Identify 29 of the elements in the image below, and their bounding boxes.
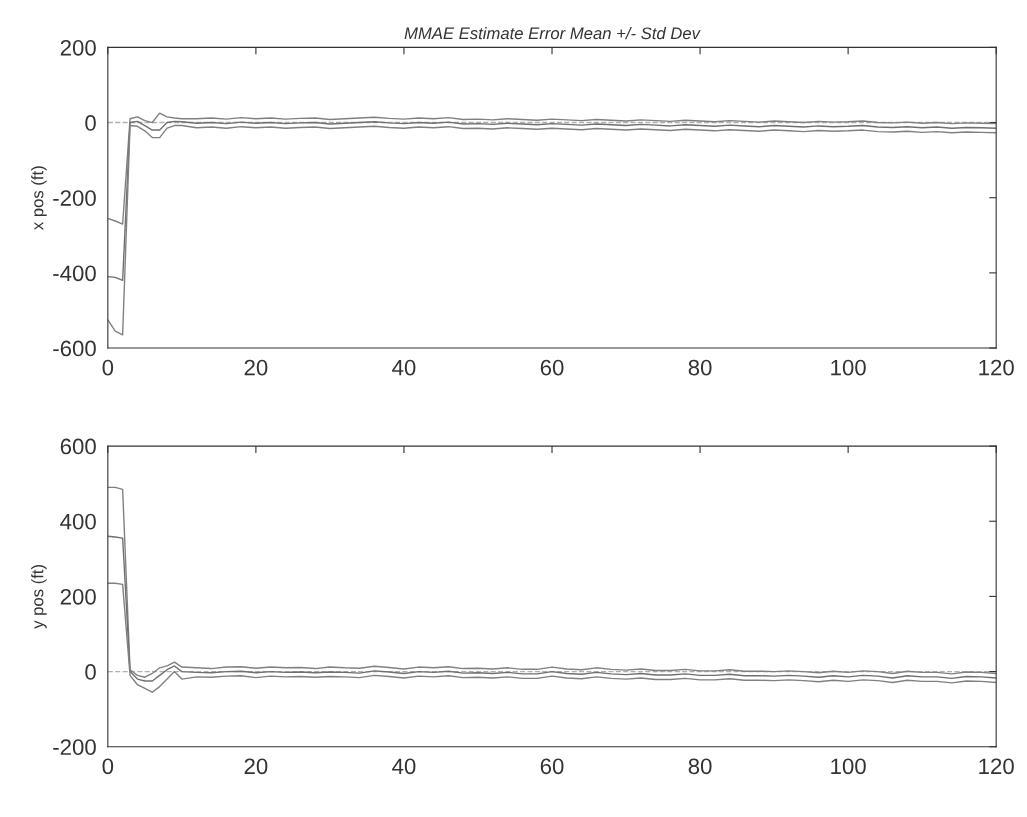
y-tick-label: 200 bbox=[60, 588, 96, 605]
y-tick-label: -200 bbox=[53, 739, 96, 756]
x-tick-label: 20 bbox=[244, 359, 268, 376]
x-tick-label: 80 bbox=[688, 758, 712, 775]
y-tick-label: 200 bbox=[60, 39, 96, 56]
y-tick-label: -400 bbox=[53, 265, 96, 282]
chart-title: MMAE Estimate Error Mean +/- Std Dev bbox=[404, 26, 701, 40]
x-tick-label: 20 bbox=[244, 758, 268, 775]
x-tick-label: 60 bbox=[540, 359, 564, 376]
x-tick-label: 0 bbox=[102, 758, 114, 775]
x-tick-label: 0 bbox=[102, 359, 114, 376]
line-series bbox=[107, 535, 997, 682]
x-tick-label: 120 bbox=[979, 758, 1014, 775]
y-tick-label: 0 bbox=[85, 115, 96, 131]
x-tick-label: 60 bbox=[540, 758, 564, 775]
x-tick-label: 100 bbox=[831, 359, 866, 376]
x-tick-label: 80 bbox=[688, 359, 712, 376]
line-series bbox=[107, 120, 997, 282]
x-tick-label: 100 bbox=[831, 758, 866, 775]
y-tick-label: -200 bbox=[53, 190, 96, 206]
y-tick-label: 0 bbox=[85, 664, 96, 680]
y-tick-label: 600 bbox=[60, 438, 96, 455]
x-tick-label: 120 bbox=[979, 359, 1014, 376]
x-tick-label: 40 bbox=[392, 758, 416, 775]
x-tick-label: 40 bbox=[392, 359, 416, 376]
y-tick-label: 400 bbox=[60, 513, 96, 530]
y-axis-title: x pos (ft) bbox=[31, 166, 47, 230]
y-axis-title: y pos (ft) bbox=[31, 565, 47, 629]
y-tick-label: -600 bbox=[53, 340, 96, 357]
